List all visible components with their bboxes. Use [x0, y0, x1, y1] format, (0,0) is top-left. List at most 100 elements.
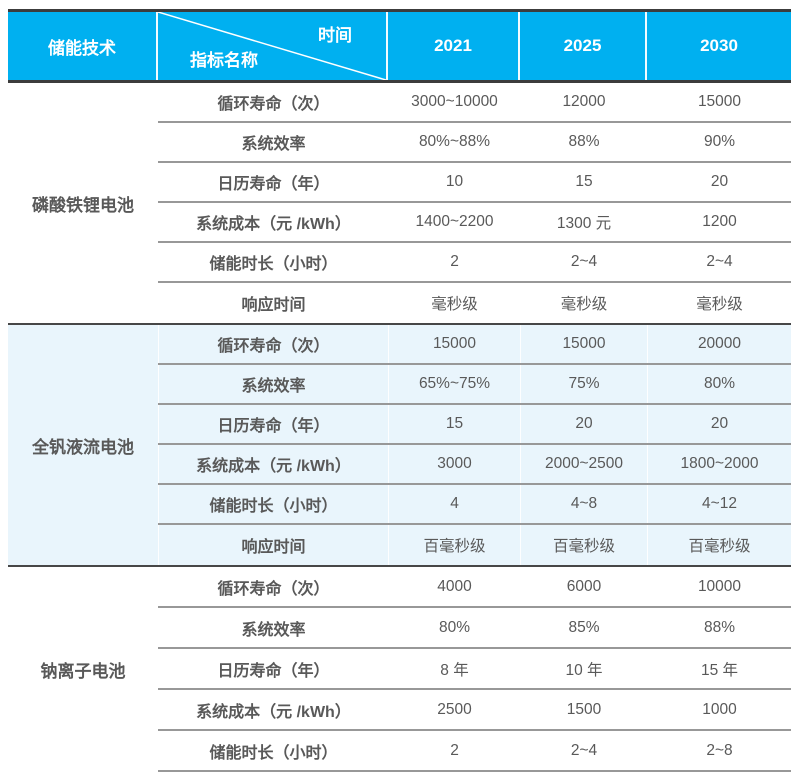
table-row: 储能时长（小时） 2 2~4 2~4: [158, 243, 791, 283]
table-row: 循环寿命（次） 3000~10000 12000 15000: [158, 83, 791, 123]
cell-value: 1000: [647, 690, 791, 729]
diagonal-divider-line: [158, 12, 386, 80]
cell-value: 90%: [647, 123, 791, 161]
row-label: 循环寿命（次）: [158, 567, 388, 606]
table-row: 系统效率 65%~75% 75% 80%: [158, 365, 791, 405]
cell-value: 1400~2200: [388, 203, 520, 241]
cell-value: 百毫秒级: [520, 525, 647, 565]
table-row: 日历寿命（年） 8 年 10 年 15 年: [158, 649, 791, 690]
cell-value: 毫秒级: [520, 283, 647, 323]
row-label: 循环寿命（次）: [158, 325, 388, 363]
cell-value: 1200: [647, 203, 791, 241]
cell-value: 15000: [647, 83, 791, 121]
cell-value: 80%: [388, 608, 520, 647]
cell-value: 15: [520, 163, 647, 201]
table-row: 系统效率 80%~88% 88% 90%: [158, 123, 791, 163]
row-label: 系统效率: [158, 123, 388, 161]
tech-name: 钠离子电池: [40, 662, 126, 681]
cell-value: 毫秒级: [647, 283, 791, 323]
header-tech-cell: 储能技术: [8, 12, 158, 80]
row-label: 响应时间: [158, 525, 388, 565]
table-row: 日历寿命（年） 15 20 20: [158, 405, 791, 445]
tech-name: 磷酸铁锂电池: [32, 195, 134, 215]
row-label: 循环寿命（次）: [158, 83, 388, 121]
section-rows: 循环寿命（次） 4000 6000 10000 系统效率 80% 85% 88% 日历寿命（年）…: [158, 567, 791, 772]
cell-value: 88%: [647, 608, 791, 647]
cell-value: 2500: [388, 690, 520, 729]
cell-value: 20: [647, 163, 791, 201]
cell-value: 4: [388, 485, 520, 523]
row-label: 系统成本（元 /kWh）: [158, 690, 388, 729]
cell-value: 20: [647, 405, 791, 443]
tech-name: 全钒液流电池: [32, 437, 134, 457]
cell-value: 6000: [520, 567, 647, 606]
cell-value: 百毫秒级: [647, 525, 791, 565]
cell-value: 4~8: [520, 485, 647, 523]
row-label: 系统效率: [158, 608, 388, 647]
cell-value: 2: [388, 243, 520, 281]
table-row: 储能时长（小时） 2 2~4 2~8: [158, 731, 791, 772]
cell-value: 12000: [520, 83, 647, 121]
cell-value: 15: [388, 405, 520, 443]
header-year-2025: 2025: [520, 12, 647, 80]
header-indicator-label: 指标名称: [190, 51, 258, 70]
row-label: 系统成本（元 /kWh）: [158, 203, 388, 241]
storage-tech-comparison-table: 储能技术 时间 指标名称 2021 2025 2030 磷酸铁锂电池 循环寿命（次…: [8, 9, 791, 772]
cell-value: 2~8: [647, 731, 791, 770]
cell-value: 65%~75%: [388, 365, 520, 403]
table-row: 响应时间 百毫秒级 百毫秒级 百毫秒级: [158, 525, 791, 565]
cell-value: 15000: [520, 325, 647, 363]
cell-value: 2000~2500: [520, 445, 647, 483]
cell-value: 80%~88%: [388, 123, 520, 161]
cell-value: 75%: [520, 365, 647, 403]
cell-value: 2~4: [520, 731, 647, 770]
table-row: 系统效率 80% 85% 88%: [158, 608, 791, 649]
table-row: 响应时间 毫秒级 毫秒级 毫秒级: [158, 283, 791, 323]
table-header-row: 储能技术 时间 指标名称 2021 2025 2030: [8, 12, 791, 83]
row-label: 日历寿命（年）: [158, 649, 388, 688]
row-label: 储能时长（小时）: [158, 731, 388, 770]
cell-value: 15 年: [647, 649, 791, 688]
table-body: 磷酸铁锂电池 循环寿命（次） 3000~10000 12000 15000 系统效率 80%…: [8, 83, 791, 772]
cell-value: 1300 元: [520, 203, 647, 241]
header-year-2021: 2021: [388, 12, 520, 80]
row-label: 储能时长（小时）: [158, 243, 388, 281]
section-rows: 循环寿命（次） 3000~10000 12000 15000 系统效率 80%~88% 88…: [158, 83, 791, 323]
table-row: 系统成本（元 /kWh） 2500 1500 1000: [158, 690, 791, 731]
header-diagonal-cell: 时间 指标名称: [158, 12, 388, 80]
table-row: 循环寿命（次） 4000 6000 10000: [158, 567, 791, 608]
cell-value: 3000: [388, 445, 520, 483]
section-1: 磷酸铁锂电池 循环寿命（次） 3000~10000 12000 15000 系统效率 80%…: [8, 83, 791, 325]
table-row: 储能时长（小时） 4 4~8 4~12: [158, 485, 791, 525]
row-label: 日历寿命（年）: [158, 163, 388, 201]
row-label: 日历寿命（年）: [158, 405, 388, 443]
row-label: 响应时间: [158, 283, 388, 323]
table-row: 系统成本（元 /kWh） 3000 2000~2500 1800~2000: [158, 445, 791, 485]
cell-value: 毫秒级: [388, 283, 520, 323]
cell-value: 1500: [520, 690, 647, 729]
cell-value: 百毫秒级: [388, 525, 520, 565]
row-label: 系统效率: [158, 365, 388, 403]
cell-value: 80%: [647, 365, 791, 403]
cell-value: 10000: [647, 567, 791, 606]
cell-value: 85%: [520, 608, 647, 647]
table-row: 循环寿命（次） 15000 15000 20000: [158, 325, 791, 365]
row-label: 储能时长（小时）: [158, 485, 388, 523]
header-time-label: 时间: [318, 26, 352, 45]
cell-value: 8 年: [388, 649, 520, 688]
cell-value: 1800~2000: [647, 445, 791, 483]
cell-value: 10: [388, 163, 520, 201]
section-rows: 循环寿命（次） 15000 15000 20000 系统效率 65%~75% 75% 80% 日…: [158, 325, 791, 565]
header-tech-label: 储能技术: [48, 38, 116, 58]
cell-value: 15000: [388, 325, 520, 363]
row-label: 系统成本（元 /kWh）: [158, 445, 388, 483]
cell-value: 4000: [388, 567, 520, 606]
cell-value: 4~12: [647, 485, 791, 523]
cell-value: 20000: [647, 325, 791, 363]
section-2: 全钒液流电池 循环寿命（次） 15000 15000 20000 系统效率 65%~75% 7…: [8, 325, 791, 567]
section-3: 钠离子电池 循环寿命（次） 4000 6000 10000 系统效率 80% 85% 88% 日历…: [8, 567, 791, 772]
cell-value: 10 年: [520, 649, 647, 688]
cell-value: 2: [388, 731, 520, 770]
cell-value: 2~4: [520, 243, 647, 281]
cell-value: 88%: [520, 123, 647, 161]
